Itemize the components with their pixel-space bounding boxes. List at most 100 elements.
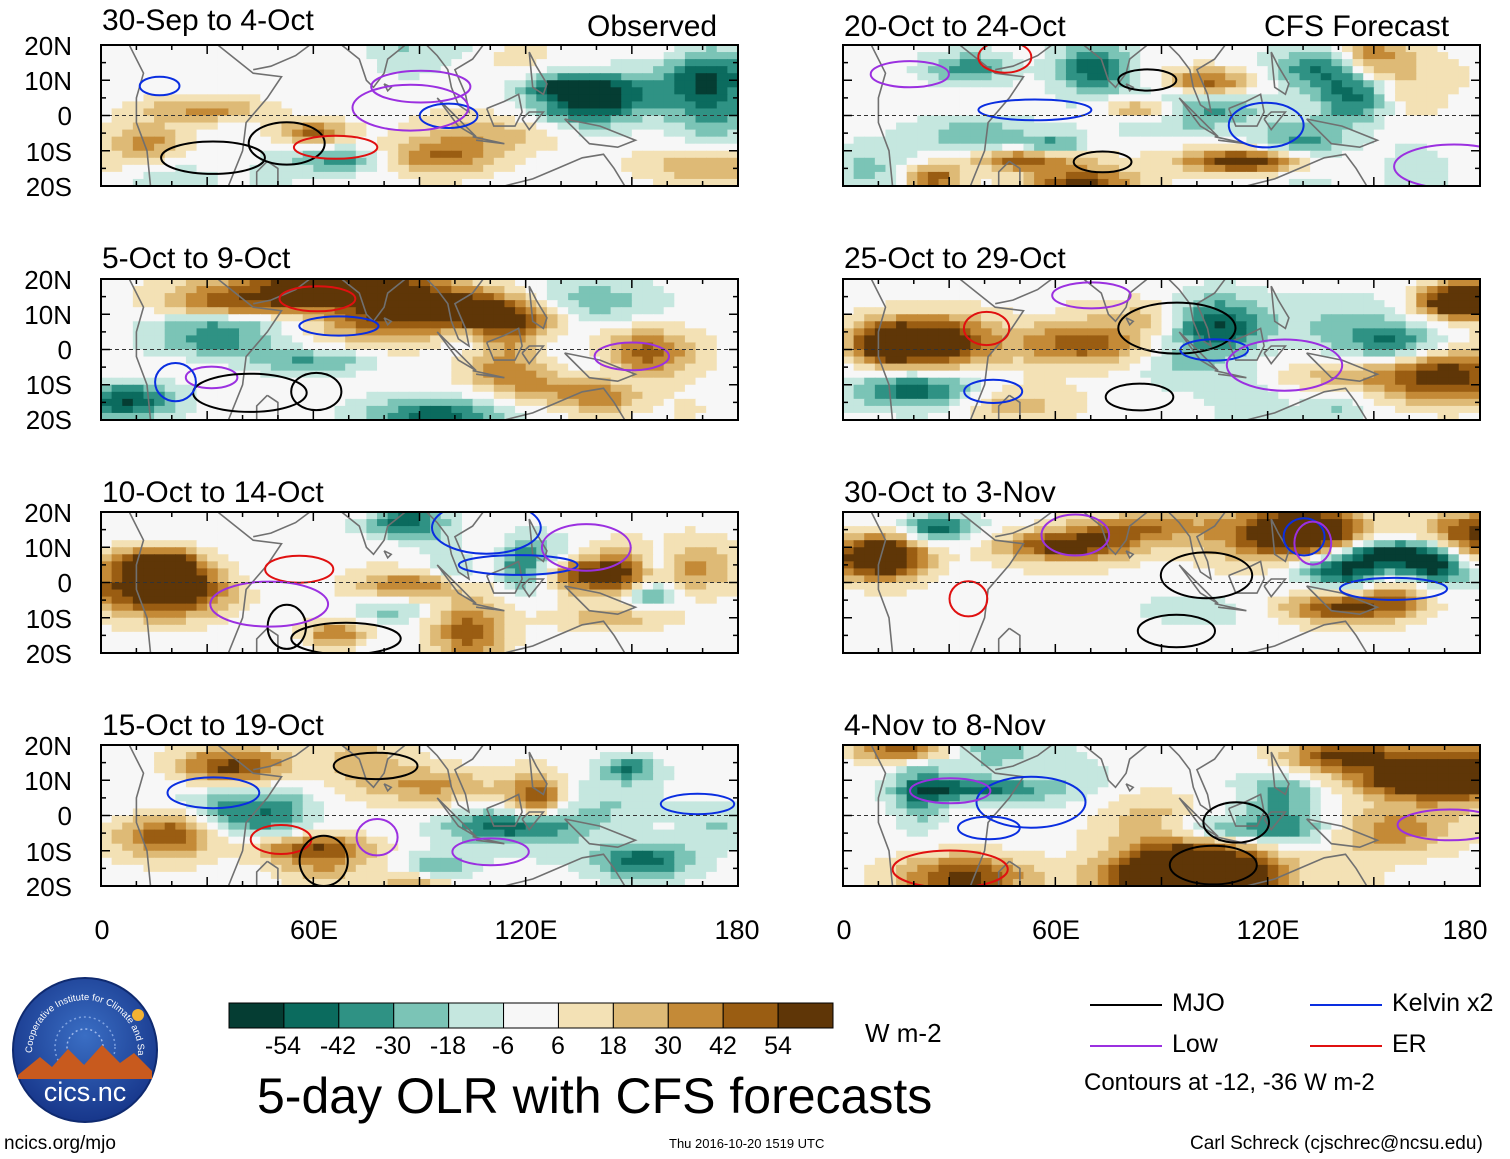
olr-cell <box>451 624 463 633</box>
olr-cell <box>419 801 431 810</box>
olr-cell <box>493 314 506 322</box>
olr-cell <box>461 829 474 838</box>
olr-cell <box>451 328 463 336</box>
olr-cell <box>228 638 240 647</box>
olr-cell <box>239 405 251 414</box>
olr-cell <box>684 808 697 817</box>
olr-cell <box>185 575 198 584</box>
olr-cell <box>472 178 484 186</box>
olr-cell <box>419 150 431 159</box>
olr-cell <box>706 321 718 329</box>
olr-cell <box>143 94 155 102</box>
olr-cell <box>621 526 633 534</box>
olr-cell <box>323 624 336 633</box>
contour-kelvin <box>431 512 542 555</box>
olr-cell <box>175 808 187 817</box>
olr-cell <box>345 412 357 420</box>
olr-cell <box>249 377 261 386</box>
olr-cell <box>387 73 399 81</box>
olr-cell <box>642 638 654 647</box>
olr-cell <box>408 561 421 569</box>
olr-cell <box>345 405 357 414</box>
olr-cell <box>716 150 728 159</box>
olr-cell <box>440 178 452 186</box>
olr-cell <box>270 589 283 598</box>
olr-cell <box>355 171 368 180</box>
olr-cell <box>684 871 697 880</box>
olr-cell <box>345 645 357 653</box>
olr-cell <box>674 575 686 584</box>
olr-cell <box>483 314 495 322</box>
olr-cell <box>663 512 675 520</box>
olr-cell <box>515 540 527 548</box>
olr-cell <box>727 412 738 420</box>
olr-cell <box>398 391 410 400</box>
olr-cell <box>493 624 506 633</box>
olr-cell <box>270 773 283 781</box>
olr-cell <box>631 279 644 287</box>
olr-cell <box>578 547 590 555</box>
olr-cell <box>111 766 123 774</box>
olr-cell <box>154 589 166 598</box>
olr-cell <box>621 73 633 81</box>
olr-cell <box>419 115 431 124</box>
olr-cell <box>631 773 644 781</box>
olr-cell <box>217 73 229 81</box>
olr-cell <box>674 377 686 386</box>
olr-cell <box>525 582 537 591</box>
olr-cell <box>663 829 675 838</box>
olr-cell <box>175 405 187 414</box>
olr-cell <box>504 766 516 774</box>
olr-cell <box>270 568 283 577</box>
olr-cell <box>461 384 474 393</box>
olr-cell <box>164 780 176 788</box>
olr-cell <box>546 787 559 795</box>
olr-cell <box>323 759 336 767</box>
olr-cell <box>292 596 304 605</box>
olr-cell <box>631 843 644 852</box>
olr-cell <box>621 512 633 520</box>
olr-cell <box>610 780 622 788</box>
olr-cell <box>101 101 113 110</box>
olr-cell <box>430 631 442 640</box>
olr-cell <box>727 519 738 527</box>
olr-cell <box>483 850 495 859</box>
olr-cell <box>430 766 442 774</box>
olr-cell <box>260 575 272 584</box>
olr-cell <box>483 150 495 159</box>
olr-cell <box>578 759 590 767</box>
olr-cell <box>546 115 559 124</box>
olr-cell <box>451 843 463 852</box>
olr-cell <box>196 307 208 315</box>
olr-cell <box>621 164 633 173</box>
olr-cell <box>207 547 219 555</box>
olr-cell <box>440 101 452 110</box>
olr-cell <box>653 829 665 838</box>
olr-cell <box>175 293 187 301</box>
olr-cell <box>599 349 612 358</box>
olr-cell <box>175 526 187 534</box>
olr-cell <box>196 801 208 810</box>
olr-cell <box>440 864 452 873</box>
olr-cell <box>631 808 644 817</box>
olr-cell <box>207 164 219 173</box>
olr-cell <box>483 52 495 60</box>
olr-cell <box>377 115 389 124</box>
olr-cell <box>292 631 304 640</box>
olr-cell <box>101 857 113 866</box>
olr-cell <box>674 349 686 358</box>
olr-cell <box>557 547 569 555</box>
olr-cell <box>366 547 378 555</box>
olr-cell <box>132 398 145 407</box>
olr-cell <box>313 836 325 845</box>
olr-cell <box>377 300 389 308</box>
olr-cell <box>270 645 283 653</box>
olr-cell <box>398 45 410 53</box>
olr-cell <box>408 328 421 336</box>
olr-cell <box>716 59 728 67</box>
olr-cell <box>515 610 527 619</box>
olr-cell <box>419 136 431 145</box>
olr-cell <box>143 178 155 186</box>
olr-cell <box>154 52 166 60</box>
olr-cell <box>302 293 314 301</box>
